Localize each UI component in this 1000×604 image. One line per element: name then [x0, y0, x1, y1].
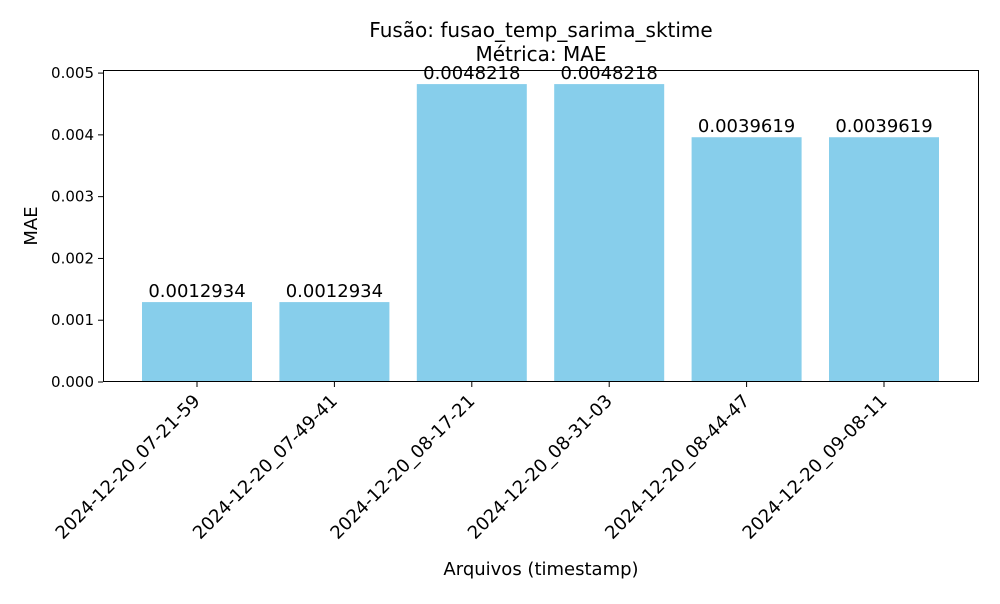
- y-tick-label: 0.002: [51, 249, 94, 267]
- bar-4: [554, 84, 665, 382]
- x-tick-label: 2024-12-20_08-44-47: [601, 391, 754, 544]
- y-axis-label: MAE: [21, 206, 42, 245]
- bar-5: [691, 137, 802, 382]
- y-axis: 0.000 0.001 0.002 0.003 0.004 0.005: [51, 64, 103, 391]
- bar-value-label: 0.0012934: [286, 281, 383, 302]
- y-tick-label: 0.000: [51, 373, 94, 391]
- y-tick-label: 0.001: [51, 311, 94, 329]
- x-tick-label: 2024-12-20_07-21-59: [52, 391, 205, 544]
- x-tick-label: 2024-12-20_08-31-03: [464, 391, 617, 544]
- bar-value-label: 0.0039619: [835, 116, 932, 137]
- bar-1: [142, 302, 252, 382]
- y-tick-label: 0.005: [51, 64, 94, 82]
- bar-value-label: 0.0048218: [561, 63, 658, 84]
- chart-title: Fusão: fusao_temp_sarima_sktime: [369, 18, 712, 42]
- x-axis: 2024-12-20_07-21-592024-12-20_07-49-4120…: [52, 382, 892, 544]
- bar-value-label: 0.0039619: [698, 116, 795, 137]
- y-tick-label: 0.003: [51, 188, 94, 206]
- bar-value-label: 0.0048218: [423, 63, 520, 84]
- x-tick-label: 2024-12-20_09-08-11: [739, 391, 892, 544]
- plot-frame: [103, 70, 979, 382]
- chart-subtitle: Métrica: MAE: [475, 42, 606, 66]
- y-tick-label: 0.004: [51, 126, 94, 144]
- bar-labels-layer: 0.0012934 0.0012934 0.0048218 0.0048218 0.00…: [148, 63, 932, 302]
- bar-value-label: 0.0012934: [148, 281, 245, 302]
- bar-3: [416, 84, 527, 382]
- x-tick-label: 2024-12-20_08-17-21: [326, 391, 479, 544]
- bars-layer: [142, 84, 939, 382]
- bar-2: [279, 302, 390, 382]
- bar-6: [829, 137, 939, 382]
- x-tick-label: 2024-12-20_07-49-41: [189, 391, 342, 544]
- x-axis-label: Arquivos (timestamp): [443, 559, 638, 580]
